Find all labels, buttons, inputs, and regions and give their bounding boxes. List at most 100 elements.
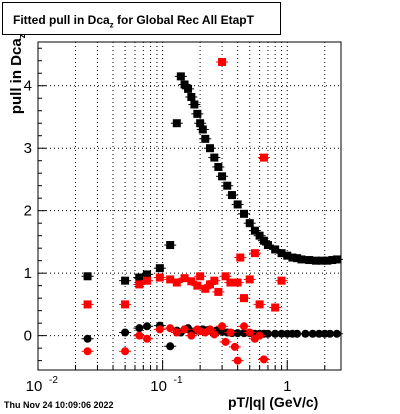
data-point-square bbox=[259, 153, 268, 162]
data-point-circle bbox=[155, 325, 164, 334]
data-point-square bbox=[83, 272, 92, 281]
data-point-square bbox=[233, 200, 242, 209]
y-tick-label: 2 bbox=[24, 203, 32, 220]
data-point-square bbox=[245, 219, 254, 228]
ylabel-main: pull in Dca bbox=[8, 38, 25, 115]
data-point-square bbox=[221, 272, 230, 281]
data-point-square bbox=[311, 256, 320, 265]
data-point-circle bbox=[263, 329, 272, 338]
data-point-circle bbox=[245, 328, 254, 337]
x-tick-label-exponent: -2 bbox=[49, 375, 58, 386]
data-point-square bbox=[214, 162, 223, 171]
data-point-square bbox=[218, 57, 227, 66]
data-point-square bbox=[155, 273, 164, 282]
y-tick-label: 1 bbox=[24, 265, 32, 282]
data-point-square bbox=[240, 294, 249, 303]
data-point-square bbox=[155, 264, 164, 273]
data-point-square bbox=[263, 241, 272, 250]
data-point-square bbox=[180, 274, 189, 283]
data-point-square bbox=[206, 280, 215, 289]
data-point-square bbox=[210, 153, 219, 162]
x-tick-label: 1 bbox=[283, 378, 291, 395]
data-point-circle bbox=[172, 328, 181, 337]
data-point-square bbox=[293, 254, 302, 263]
data-marks bbox=[81, 57, 343, 365]
data-point-square bbox=[227, 191, 236, 200]
data-point-circle bbox=[187, 331, 196, 340]
data-point-square bbox=[143, 276, 152, 285]
data-point-circle bbox=[255, 331, 264, 340]
data-point-square bbox=[259, 236, 268, 245]
data-point-circle bbox=[233, 329, 242, 338]
data-point-square bbox=[277, 249, 286, 258]
plot-frame bbox=[37, 41, 342, 371]
data-point-square bbox=[271, 303, 280, 312]
data-point-square bbox=[226, 278, 235, 287]
data-point-circle bbox=[166, 324, 175, 333]
x-tick-label-exponent: -1 bbox=[174, 375, 183, 386]
data-point-circle bbox=[259, 355, 268, 364]
data-point-circle bbox=[121, 347, 130, 356]
data-point-circle bbox=[121, 328, 130, 337]
data-point-circle bbox=[293, 329, 302, 338]
data-point-circle bbox=[135, 324, 144, 333]
data-point-circle bbox=[221, 337, 230, 346]
data-point-circle bbox=[308, 329, 317, 338]
data-point-square bbox=[288, 253, 297, 262]
data-point-square bbox=[283, 251, 292, 260]
data-point-square bbox=[201, 134, 210, 143]
data-point-square bbox=[187, 277, 196, 286]
data-point-square bbox=[271, 245, 280, 254]
data-point-circle bbox=[83, 347, 92, 356]
axes bbox=[37, 41, 342, 371]
data-point-square bbox=[135, 273, 144, 282]
data-point-square bbox=[277, 276, 286, 285]
y-tick-label: 4 bbox=[24, 78, 32, 95]
data-point-square bbox=[332, 255, 341, 264]
data-point-square bbox=[172, 278, 181, 287]
data-point-square bbox=[135, 280, 144, 289]
title-main: Fitted pull in Dca bbox=[13, 13, 110, 27]
data-point-square bbox=[198, 125, 207, 134]
data-point-square bbox=[166, 241, 175, 250]
data-point-square bbox=[255, 300, 264, 309]
data-point-circle bbox=[143, 334, 152, 343]
data-point-square bbox=[196, 119, 205, 128]
data-point-circle bbox=[233, 356, 242, 365]
data-point-square bbox=[180, 80, 189, 89]
data-point-square bbox=[240, 209, 249, 218]
x-axis-label: pT/|q| (GeV/c) bbox=[228, 394, 319, 410]
data-point-circle bbox=[135, 331, 144, 340]
data-point-circle bbox=[271, 329, 280, 338]
data-point-square bbox=[255, 231, 264, 240]
data-point-square bbox=[323, 256, 332, 265]
title-subscript: z bbox=[109, 20, 114, 30]
data-point-square bbox=[184, 84, 193, 93]
data-point-square bbox=[166, 275, 175, 284]
datestamp: Thu Nov 24 10:09:06 2022 bbox=[4, 400, 114, 410]
data-point-circle bbox=[230, 342, 239, 351]
data-point-square bbox=[187, 92, 196, 101]
data-point-circle bbox=[166, 342, 175, 351]
data-point-square bbox=[193, 281, 202, 290]
data-point-square bbox=[121, 300, 130, 309]
data-point-square bbox=[172, 119, 181, 128]
y-tick-label: 3 bbox=[24, 140, 32, 157]
data-point-square bbox=[210, 276, 219, 285]
ylabel-subscript: z bbox=[17, 33, 27, 39]
data-point-square bbox=[214, 287, 223, 296]
data-point-square bbox=[196, 272, 205, 281]
x-tick-label: 10 bbox=[150, 378, 167, 395]
data-point-circle bbox=[180, 325, 189, 334]
data-point-circle bbox=[240, 322, 249, 331]
data-point-square bbox=[250, 249, 259, 258]
data-point-square bbox=[121, 276, 130, 285]
chart-title-box: Fitted pull in Dcaz for Global Rec All E… bbox=[2, 2, 281, 35]
chart-title: Fitted pull in Dcaz for Global Rec All E… bbox=[13, 13, 254, 29]
data-point-circle bbox=[226, 328, 235, 337]
data-point-circle bbox=[332, 329, 341, 338]
grid-lines bbox=[37, 42, 341, 370]
